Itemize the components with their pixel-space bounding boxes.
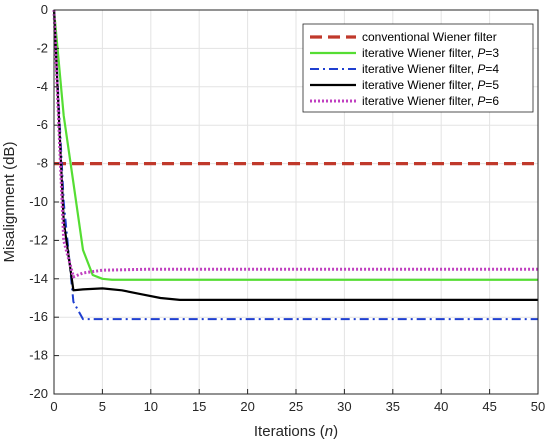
legend-var: P	[477, 62, 485, 76]
y-tick-label: -20	[29, 386, 48, 401]
series-line-2	[52, 9, 538, 281]
ticks: 0 5 10 15 20 25 30 35 40 45 50 0 -2 -4 -6 -8 -10 -12 -14 -1…	[29, 2, 545, 414]
y-tick-label: -12	[29, 232, 48, 247]
y-tick-label: -16	[29, 309, 48, 324]
x-axis-label-var: n	[325, 423, 333, 440]
legend: conventional Wiener filter iterative Wien…	[302, 23, 534, 113]
legend-var: P	[477, 78, 485, 92]
x-tick-label: 45	[482, 399, 496, 414]
x-axis-label: Iterations (n)	[254, 423, 338, 440]
x-tick-label: 0	[50, 399, 57, 414]
legend-label-5: iterative Wiener filter, P=6	[362, 94, 499, 108]
y-axis-label: Misalignment (dB)	[1, 142, 18, 263]
y-tick-label: -4	[36, 79, 48, 94]
legend-value: =4	[485, 62, 499, 76]
x-tick-label: 5	[99, 399, 106, 414]
x-tick-label: 25	[289, 399, 303, 414]
x-tick-label: 15	[192, 399, 206, 414]
x-tick-label: 30	[337, 399, 351, 414]
series-line-3	[53, 9, 538, 321]
x-tick-label: 35	[386, 399, 400, 414]
x-axis-label-text: Iterations (	[254, 423, 325, 440]
legend-series-name: iterative Wiener filter,	[362, 78, 477, 92]
x-tick-label: 10	[144, 399, 158, 414]
x-axis-label-close: )	[333, 423, 338, 440]
legend-value: =6	[485, 94, 499, 108]
legend-label-1: conventional Wiener filter	[362, 30, 497, 44]
legend-series-name: conventional Wiener filter	[362, 30, 497, 44]
series-line-5	[52, 9, 538, 279]
legend-var: P	[477, 46, 485, 60]
legend-series-name: iterative Wiener filter,	[362, 46, 477, 60]
y-tick-label: 0	[41, 2, 48, 17]
x-tick-label: 50	[531, 399, 545, 414]
legend-series-name: iterative Wiener filter,	[362, 62, 477, 76]
legend-value: =5	[485, 78, 499, 92]
y-tick-label: -2	[36, 40, 48, 55]
legend-value: =3	[485, 46, 499, 60]
y-tick-label: -10	[29, 194, 48, 209]
x-tick-label: 40	[434, 399, 448, 414]
legend-label-3: iterative Wiener filter, P=4	[362, 62, 499, 76]
legend-series-name: iterative Wiener filter,	[362, 94, 477, 108]
series-line-4	[52, 9, 538, 301]
legend-label-2: iterative Wiener filter, P=3	[362, 46, 499, 60]
y-tick-label: -6	[36, 117, 48, 132]
series-layer	[52, 9, 538, 321]
x-tick-label: 20	[240, 399, 254, 414]
y-tick-label: -14	[29, 271, 48, 286]
legend-label-4: iterative Wiener filter, P=5	[362, 78, 499, 92]
legend-box	[302, 23, 534, 113]
y-tick-label: -8	[36, 156, 48, 171]
y-tick-label: -18	[29, 348, 48, 363]
legend-var: P	[477, 94, 485, 108]
